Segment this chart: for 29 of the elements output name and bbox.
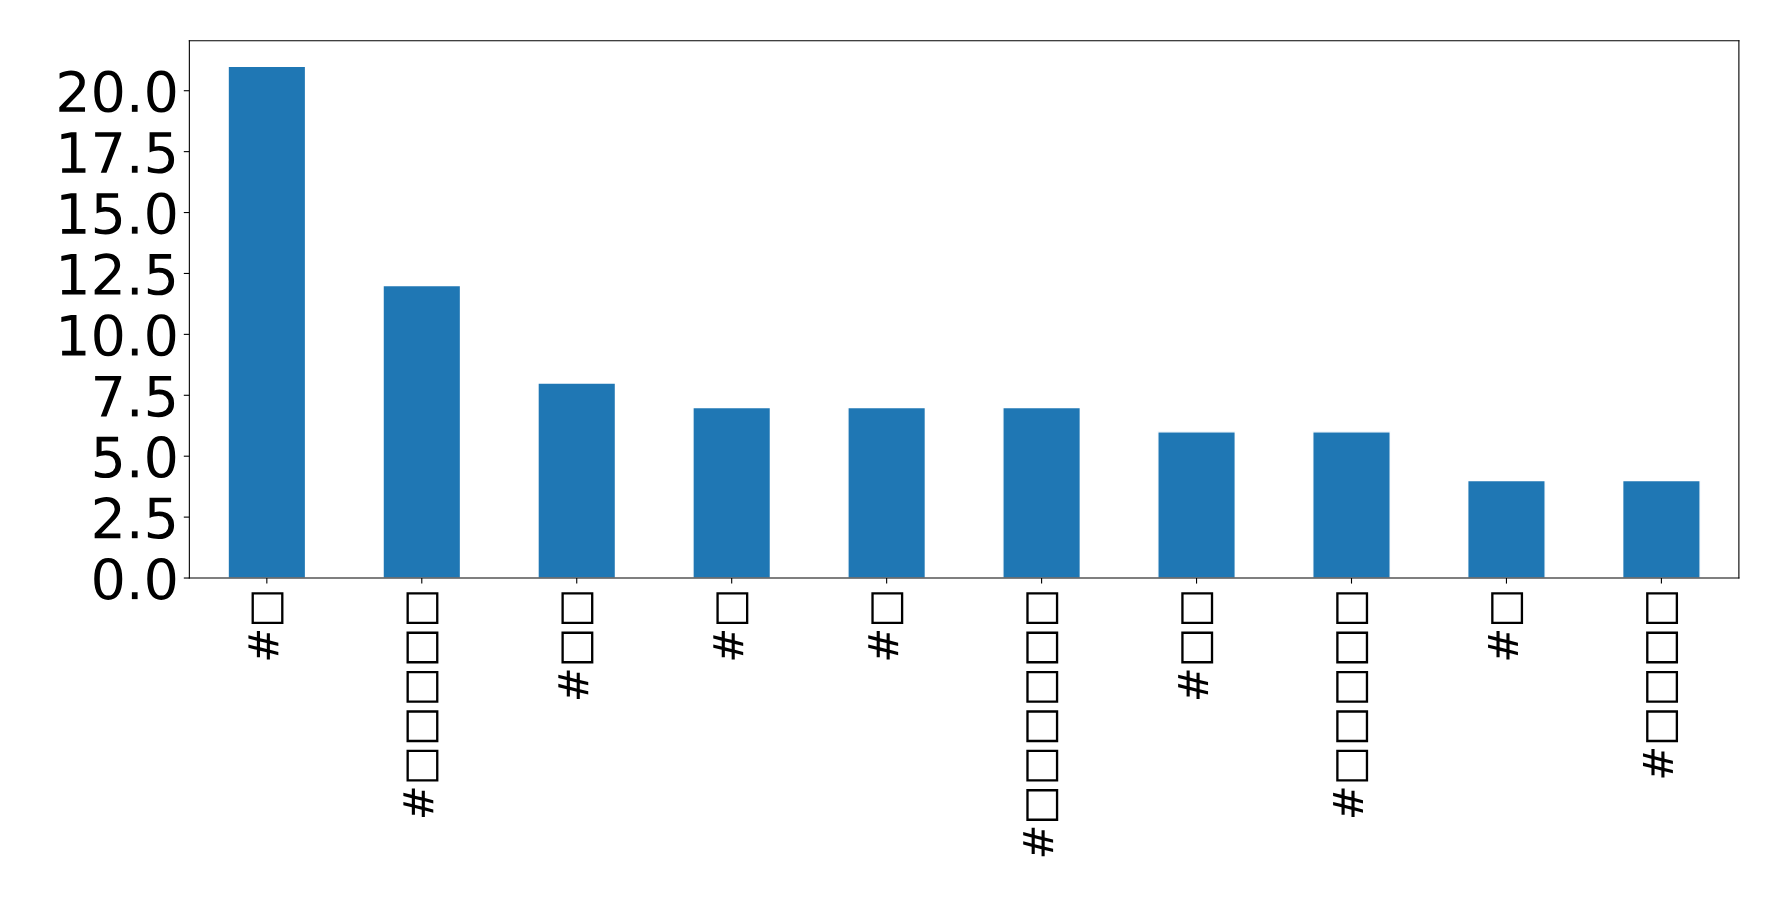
y-tick-label: 5.0: [94, 436, 176, 479]
bar: [692, 406, 772, 579]
x-tick-label: #□: [248, 592, 284, 660]
bar: [1467, 479, 1546, 579]
y-tick-label: 0.0: [94, 557, 176, 600]
x-tick-label: #□□□□□: [403, 592, 439, 817]
bar: [382, 284, 462, 579]
x-tick-label: #□□: [1178, 592, 1214, 699]
y-tick-label: 17.5: [61, 132, 175, 174]
x-tick-label: #□: [868, 592, 904, 660]
bar: [1157, 431, 1236, 579]
bar: [537, 382, 617, 579]
x-tick-label: #□: [713, 592, 749, 660]
bar: [1002, 406, 1082, 579]
y-tick-label: 15.0: [61, 192, 176, 235]
bar: [1621, 479, 1701, 579]
bar: [227, 65, 307, 579]
x-tick-label: #□□□□□: [1333, 592, 1369, 817]
bar: [847, 406, 927, 579]
x-tick-label: #□□□□□□: [1023, 592, 1059, 857]
x-tick-label: #□□: [558, 592, 594, 699]
y-tick-label: 20.0: [59, 70, 176, 113]
y-tick-label: 2.5: [94, 496, 175, 540]
y-tick-label: 7.5: [95, 375, 175, 418]
x-tick-label: #□: [1488, 592, 1524, 660]
x-tick-label: #□□□□: [1643, 592, 1679, 778]
y-tick-label: 10.0: [61, 314, 176, 357]
y-tick-label: 12.5: [61, 253, 175, 296]
bar: [1312, 431, 1391, 579]
